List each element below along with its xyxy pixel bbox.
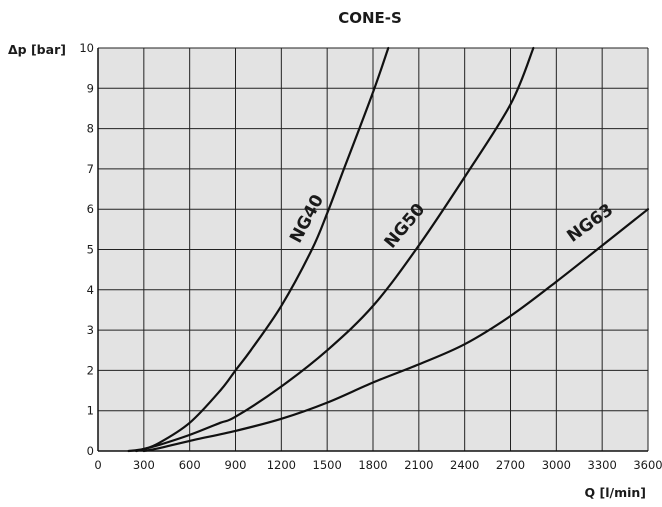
- chart-title: CONE-S: [338, 9, 402, 27]
- y-tick-label: 2: [87, 363, 94, 377]
- x-tick-label: 0: [94, 458, 101, 472]
- x-tick-label: 3600: [633, 458, 662, 472]
- y-tick-label: 6: [87, 202, 94, 216]
- curves: [127, 46, 650, 453]
- x-axis-label: Q [l/min]: [585, 485, 646, 500]
- y-tick-label: 1: [87, 404, 94, 418]
- x-tick-label: 3000: [542, 458, 571, 472]
- x-tick-label: 300: [133, 458, 155, 472]
- y-tick-label: 9: [87, 81, 94, 95]
- y-tick-label: 7: [87, 162, 94, 176]
- x-tick-label: 900: [225, 458, 247, 472]
- x-tick-label: 2100: [404, 458, 433, 472]
- x-tick-label: 1800: [358, 458, 387, 472]
- y-tick-label: 8: [87, 122, 94, 136]
- y-tick-label: 4: [87, 283, 94, 297]
- y-tick-label: 3: [87, 323, 94, 337]
- x-tick-label: 600: [179, 458, 201, 472]
- curve-ng63: [142, 208, 650, 453]
- y-tick-label: 10: [79, 41, 94, 55]
- x-tick-label: 1200: [267, 458, 296, 472]
- tick-labels: 0 300 600 900 1200 1500 1800 2100 2400 2700 3000 33…: [79, 41, 662, 472]
- curve-ng40: [127, 46, 390, 453]
- grid: [97, 47, 649, 452]
- curve-ng50: [135, 46, 535, 453]
- y-tick-label: 5: [87, 243, 94, 257]
- x-tick-label: 2700: [496, 458, 525, 472]
- x-tick-label: 1500: [313, 458, 342, 472]
- x-tick-label: 3300: [588, 458, 617, 472]
- y-tick-label: 0: [87, 444, 94, 458]
- x-tick-label: 2400: [450, 458, 479, 472]
- y-axis-label: Δp [bar]: [8, 42, 66, 57]
